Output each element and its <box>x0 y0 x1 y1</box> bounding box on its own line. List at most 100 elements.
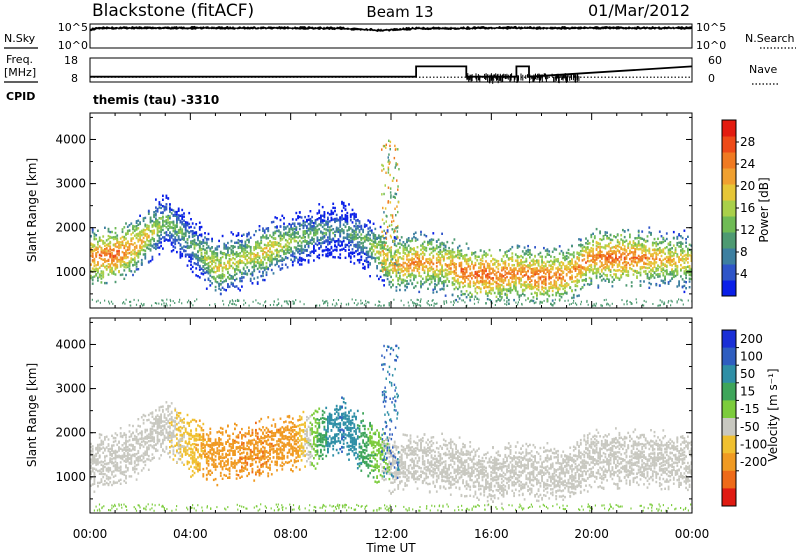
heat-cell <box>478 262 480 265</box>
heat-cell <box>560 281 563 284</box>
heat-cell <box>514 276 517 279</box>
heat-cell <box>105 281 108 285</box>
heat-cell <box>448 250 450 253</box>
heat-cell <box>618 245 621 248</box>
heat-cell <box>530 279 533 282</box>
heat-cell <box>365 246 368 250</box>
heat-cell <box>543 290 545 293</box>
heat-cell <box>618 277 621 280</box>
heat-cell <box>332 255 335 259</box>
heat-cell <box>165 238 168 241</box>
heat-cell <box>523 246 526 249</box>
heat-cell <box>227 241 229 245</box>
heat-cell <box>251 282 254 285</box>
heat-cell <box>147 225 150 228</box>
heat-cell <box>497 264 500 267</box>
heat-cell <box>125 222 127 225</box>
heat-cell <box>302 226 305 229</box>
heat-cell <box>351 234 354 237</box>
heat-cell <box>432 246 435 249</box>
heat-cell <box>351 208 354 212</box>
heat-cell <box>212 252 215 256</box>
heat-cell <box>98 275 101 279</box>
heat-cell <box>313 237 315 241</box>
heat-cell <box>599 238 601 241</box>
heat-cell <box>267 229 270 233</box>
heat-cell <box>365 224 368 227</box>
heat-cell <box>337 218 340 222</box>
heat-cell <box>588 252 591 256</box>
heat-cell <box>146 246 148 249</box>
heat-cell <box>202 261 205 264</box>
heat-cell <box>379 261 382 265</box>
heat-cell <box>214 271 217 274</box>
heat-cell <box>444 245 447 248</box>
heat-cell <box>132 243 134 246</box>
heat-cell <box>479 262 482 266</box>
heat-cell <box>130 253 133 256</box>
heat-cell <box>620 246 623 249</box>
heat-cell <box>479 258 482 261</box>
heat-cell <box>140 234 143 237</box>
heat-cell <box>135 246 138 249</box>
heat-cell <box>546 291 549 294</box>
heat-cell <box>97 247 99 251</box>
heat-cell <box>383 237 385 240</box>
heat-cell <box>297 251 299 254</box>
heat-cell <box>411 239 414 242</box>
heat-cell <box>204 278 206 282</box>
heat-cell <box>485 252 487 255</box>
heat-cell <box>295 226 298 229</box>
heat-cell <box>346 237 349 241</box>
heat-cell <box>286 245 289 249</box>
heat-cell <box>356 244 359 247</box>
heat-cell <box>244 255 247 258</box>
heat-cell <box>486 266 489 269</box>
heat-cell <box>344 244 347 247</box>
heat-cell <box>114 266 117 269</box>
heat-cell <box>428 277 431 281</box>
heat-cell <box>430 243 433 246</box>
heat-cell <box>184 226 187 229</box>
heat-cell <box>255 230 257 233</box>
heat-cell <box>469 285 472 289</box>
heat-cell <box>514 279 517 282</box>
heat-cell <box>378 236 380 239</box>
heat-cell <box>253 264 256 267</box>
heat-cell <box>177 207 180 210</box>
heat-cell <box>383 251 385 255</box>
heat-cell <box>356 241 359 244</box>
heat-cell <box>481 269 484 272</box>
heat-cell <box>574 267 577 271</box>
heat-cell <box>546 270 549 274</box>
heat-cell <box>558 264 561 267</box>
heat-cell <box>290 240 292 243</box>
heat-cell <box>232 283 234 286</box>
heat-cell <box>432 267 435 271</box>
heat-cell <box>521 250 524 253</box>
heat-cell <box>453 238 456 241</box>
heat-cell <box>334 209 336 213</box>
heat-cell <box>100 264 103 267</box>
heat-cell <box>91 267 94 270</box>
heat-cell <box>608 258 610 261</box>
heat-cell <box>158 253 161 256</box>
heat-cell <box>314 233 317 236</box>
heat-cell <box>616 276 619 280</box>
heat-cell <box>537 259 540 262</box>
heat-cell <box>632 260 635 263</box>
heat-cell <box>335 217 338 221</box>
heat-cell <box>174 242 177 246</box>
heat-cell <box>453 255 456 258</box>
heat-cell <box>525 273 528 276</box>
heat-cell <box>272 233 275 237</box>
heat-cell <box>444 249 447 252</box>
heat-cell <box>320 221 322 224</box>
heat-cell <box>490 292 493 295</box>
heat-cell <box>234 258 236 261</box>
heat-cell <box>363 259 366 262</box>
heat-cell <box>269 247 271 250</box>
heat-cell <box>123 261 126 264</box>
heat-cell <box>467 265 470 268</box>
heat-cell <box>219 283 222 286</box>
